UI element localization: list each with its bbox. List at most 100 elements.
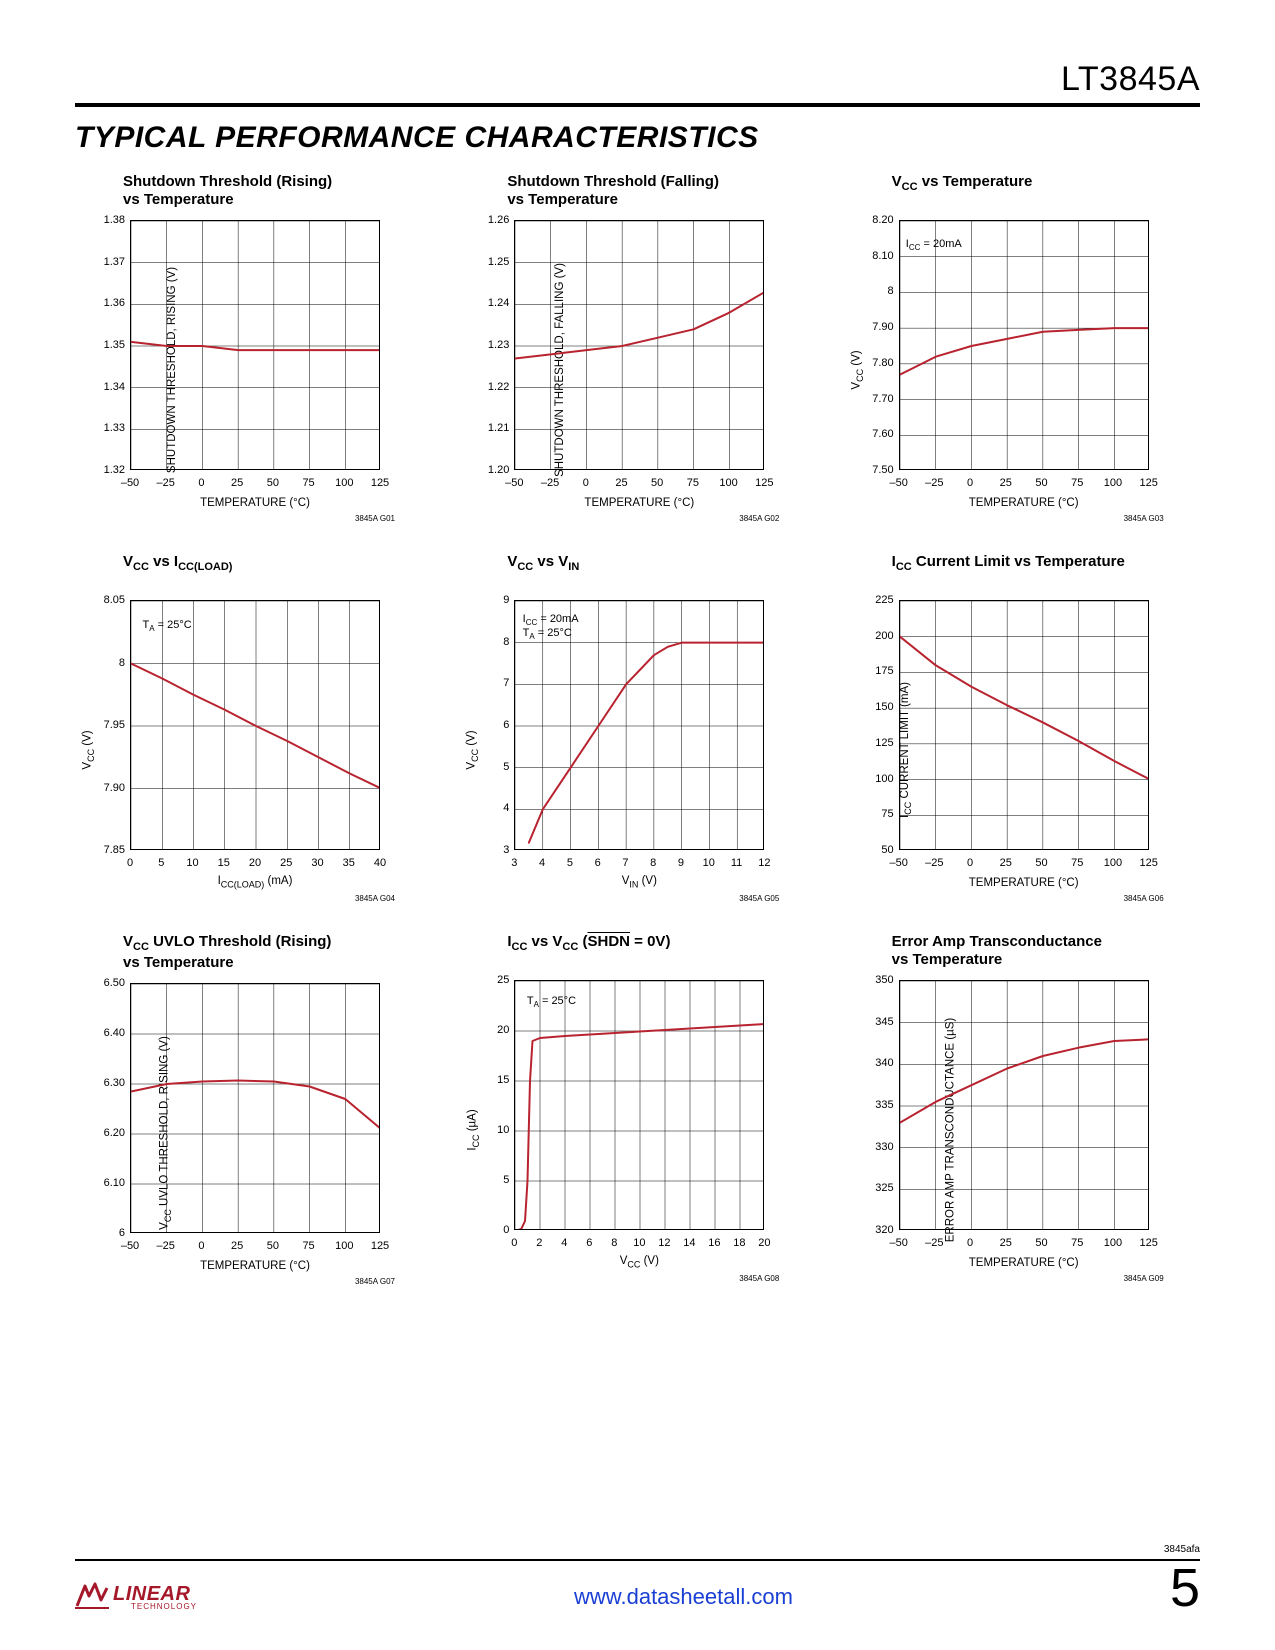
- x-tick: 125: [1139, 477, 1157, 489]
- figure-id: 3845A G08: [739, 1274, 779, 1283]
- doc-code: 3845afa: [75, 1544, 1200, 1555]
- x-tick: 20: [249, 857, 261, 869]
- figure-id: 3845A G03: [1124, 514, 1164, 523]
- y-tick: 175: [846, 665, 894, 677]
- logo-text-tech: TECHNOLOGY: [131, 1603, 197, 1610]
- footer-rule: [75, 1559, 1200, 1561]
- y-tick: 1.33: [77, 422, 125, 434]
- x-axis-label: TEMPERATURE (°C): [130, 497, 380, 509]
- x-tick: 50: [267, 477, 279, 489]
- x-tick: 100: [1104, 1237, 1122, 1249]
- plot-area: VCC (V)7.507.607.707.807.9088.108.20–50–…: [844, 215, 1174, 525]
- x-tick: –50: [121, 1240, 139, 1252]
- y-tick: 9: [461, 594, 509, 606]
- x-tick: 125: [371, 1240, 389, 1252]
- logo-text-linear: LINEAR: [113, 1585, 197, 1603]
- chart-g09: Error Amp Transconductancevs Temperature…: [844, 933, 1194, 1288]
- x-tick: 100: [1104, 477, 1122, 489]
- x-axis-label: VCC (V): [514, 1255, 764, 1269]
- x-tick: 100: [719, 477, 737, 489]
- header-rule: [75, 103, 1200, 107]
- y-tick: 5: [461, 761, 509, 773]
- y-tick: 7.70: [846, 393, 894, 405]
- chart-g03: VCC vs TemperatureVCC (V)7.507.607.707.8…: [844, 173, 1194, 525]
- y-tick: 1.38: [77, 214, 125, 226]
- x-tick: 0: [967, 477, 973, 489]
- x-axis-label: VIN (V): [514, 875, 764, 889]
- figure-id: 3845A G04: [355, 894, 395, 903]
- x-tick: 100: [335, 1240, 353, 1252]
- x-tick: 12: [758, 857, 770, 869]
- x-tick: 4: [561, 1237, 567, 1249]
- x-tick: 75: [1071, 477, 1083, 489]
- chart-annotation: TA = 25°C: [143, 619, 192, 633]
- x-tick: 100: [335, 477, 353, 489]
- x-tick: 8: [611, 1237, 617, 1249]
- x-tick: 4: [539, 857, 545, 869]
- x-tick: –50: [121, 477, 139, 489]
- x-tick: 0: [127, 857, 133, 869]
- y-tick: 1.36: [77, 297, 125, 309]
- plot-area: SHUTDOWN THRESHOLD, FALLING (V)1.201.211…: [459, 215, 789, 525]
- x-axis-label: TEMPERATURE (°C): [899, 1257, 1149, 1269]
- chart-g02: Shutdown Threshold (Falling)vs Temperatu…: [459, 173, 809, 525]
- x-tick: 10: [633, 1237, 645, 1249]
- x-tick: 35: [343, 857, 355, 869]
- x-tick: 0: [198, 477, 204, 489]
- figure-id: 3845A G06: [1124, 894, 1164, 903]
- x-tick: 125: [371, 477, 389, 489]
- y-tick: 6.10: [77, 1177, 125, 1189]
- x-tick: 75: [302, 477, 314, 489]
- x-tick: 0: [511, 1237, 517, 1249]
- chart-g04: VCC vs ICC(LOAD)VCC (V)7.857.907.9588.05…: [75, 553, 425, 905]
- x-tick: –25: [541, 477, 559, 489]
- page-number: 5: [1170, 1567, 1200, 1610]
- plot-area: VCC (V)7.857.907.9588.050510152025303540…: [75, 595, 405, 905]
- figure-id: 3845A G09: [1124, 1274, 1164, 1283]
- x-tick: 14: [683, 1237, 695, 1249]
- x-tick: 20: [758, 1237, 770, 1249]
- x-tick: 6: [595, 857, 601, 869]
- y-tick: 6: [461, 719, 509, 731]
- x-tick: –50: [889, 1237, 907, 1249]
- y-tick: 6: [77, 1227, 125, 1239]
- y-tick: 1.32: [77, 464, 125, 476]
- y-tick: 1.23: [461, 339, 509, 351]
- x-tick: 30: [311, 857, 323, 869]
- chart-title: ICC vs VCC (SHDN = 0V): [507, 933, 809, 969]
- y-tick: 100: [846, 773, 894, 785]
- y-tick: 75: [846, 808, 894, 820]
- y-tick: 150: [846, 701, 894, 713]
- x-tick: 8: [650, 857, 656, 869]
- x-tick: 50: [1035, 857, 1047, 869]
- x-tick: 25: [231, 1240, 243, 1252]
- x-tick: 75: [1071, 1237, 1083, 1249]
- x-tick: –50: [889, 477, 907, 489]
- company-logo: LINEAR TECHNOLOGY: [75, 1582, 197, 1610]
- y-tick: 10: [461, 1124, 509, 1136]
- chart-title: ICC Current Limit vs Temperature: [892, 553, 1194, 589]
- x-tick: 0: [583, 477, 589, 489]
- plot-area: VCC (V)34567893456789101112VIN (V)ICC = …: [459, 595, 789, 905]
- plot-area: ICC CURRENT LIMIT (mA)507510012515017520…: [844, 595, 1174, 905]
- y-tick: 1.26: [461, 214, 509, 226]
- section-title: TYPICAL PERFORMANCE CHARACTERISTICS: [75, 121, 1200, 155]
- x-tick: –50: [889, 857, 907, 869]
- x-axis-label: ICC(LOAD) (mA): [130, 875, 380, 889]
- x-axis-label: TEMPERATURE (°C): [514, 497, 764, 509]
- y-tick: 8.10: [846, 250, 894, 262]
- figure-id: 3845A G07: [355, 1277, 395, 1286]
- x-tick: 10: [186, 857, 198, 869]
- y-tick: 1.25: [461, 256, 509, 268]
- y-axis-label: VCC (V): [81, 730, 95, 769]
- x-tick: 0: [967, 1237, 973, 1249]
- figure-id: 3845A G02: [739, 514, 779, 523]
- y-tick: 1.24: [461, 297, 509, 309]
- chart-title: VCC vs Temperature: [892, 173, 1194, 209]
- y-tick: 320: [846, 1224, 894, 1236]
- chart-annotation: ICC = 20mATA = 25°C: [523, 613, 579, 642]
- x-tick: 40: [374, 857, 386, 869]
- footer-link[interactable]: www.datasheetall.com: [197, 1584, 1170, 1610]
- x-tick: 75: [1071, 857, 1083, 869]
- x-tick: 3: [511, 857, 517, 869]
